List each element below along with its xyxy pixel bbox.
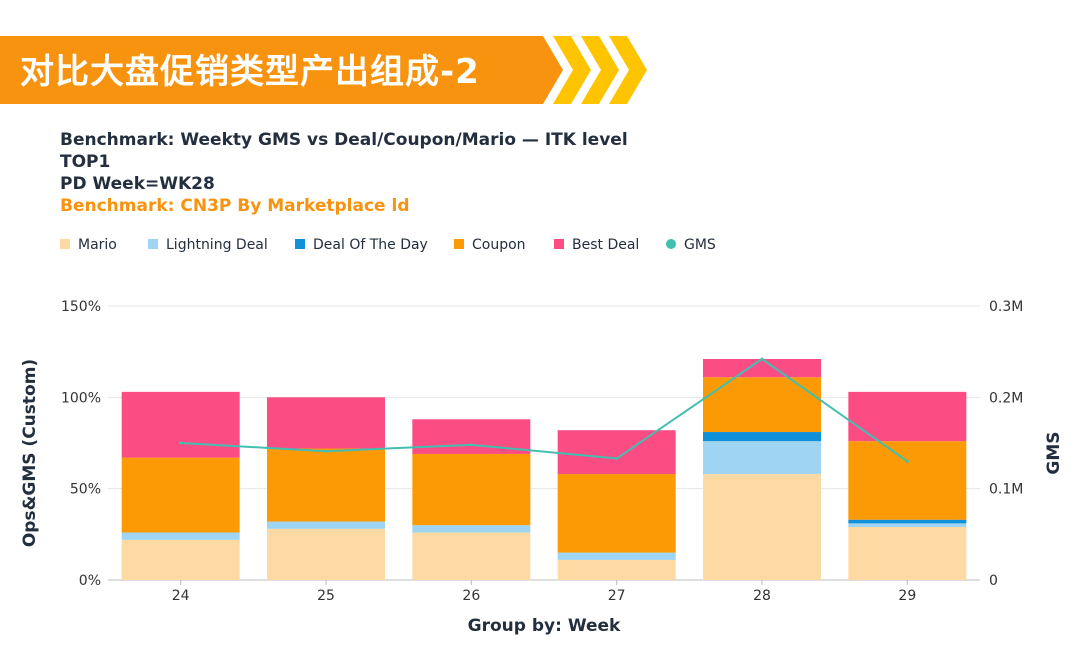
bar-best-deal-wk29 (848, 391, 967, 442)
bar-mario-wk26 (412, 532, 531, 580)
bar-best-deal-wk25 (267, 397, 385, 449)
legend-swatch-gms (666, 239, 676, 249)
y-tick-label: 150% (61, 299, 101, 315)
legend-item-mario[interactable]: Mario (60, 236, 117, 254)
legend-item-gms[interactable]: GMS (666, 236, 716, 254)
bar-coupon-wk29 (848, 441, 967, 520)
bar-coupon-wk24 (121, 457, 240, 533)
page-title: 对比大盘促销类型产出组成-2 (20, 52, 480, 92)
y-tick-label: 0% (79, 573, 101, 589)
chart-title-line-3: PD Week=WK28 (60, 174, 215, 194)
y2-axis-title: GMS (1044, 431, 1064, 474)
legend-label-best-deal: Best Deal (572, 237, 640, 253)
x-tick-label: 26 (462, 588, 480, 604)
banner-chevron-1 (553, 36, 591, 104)
bar-mario-wk27 (557, 559, 676, 580)
x-tick-label: 25 (317, 588, 335, 604)
x-tick-label: 29 (898, 588, 916, 604)
legend-item-deal-of-the-day[interactable]: Deal Of The Day (295, 236, 428, 254)
y2-tick-label: 0.2M (989, 390, 1023, 406)
bar-best-deal-wk24 (121, 391, 240, 458)
bar-coupon-wk27 (557, 474, 676, 553)
legend-swatch-deal-of-the-day (295, 239, 305, 249)
gms-point-wk29 (905, 459, 909, 463)
bar-lightning-deal-wk28 (703, 441, 821, 475)
legend-label-coupon: Coupon (472, 237, 526, 253)
gms-point-wk26 (469, 443, 473, 447)
legend-swatch-mario (60, 239, 70, 249)
benchmark-label: Benchmark: CN3P By Marketplace ld (60, 196, 410, 216)
y2-tick-label: 0.1M (989, 482, 1023, 498)
gms-point-wk28 (760, 357, 764, 361)
gms-point-wk24 (179, 441, 183, 445)
bar-coupon-wk26 (412, 453, 531, 526)
bar-deal-of-the-day-wk29 (848, 519, 967, 524)
x-tick-label: 24 (172, 588, 190, 604)
bar-mario-wk25 (267, 528, 385, 580)
legend-label-gms: GMS (684, 237, 716, 253)
legend-label-deal-of-the-day: Deal Of The Day (313, 237, 428, 253)
bar-best-deal-wk27 (557, 430, 676, 475)
legend-swatch-best-deal (554, 239, 564, 249)
legend-item-coupon[interactable]: Coupon (454, 236, 526, 254)
y2-tick-label: 0.3M (989, 299, 1023, 315)
banner-shape (0, 36, 563, 104)
legend-item-best-deal[interactable]: Best Deal (554, 236, 639, 254)
y-axis-title: Ops&GMS (Custom) (20, 359, 40, 547)
banner-chevron-2 (581, 36, 619, 104)
bar-lightning-deal-wk29 (848, 523, 967, 528)
bar-best-deal-wk28 (703, 358, 821, 378)
x-tick-label: 28 (753, 588, 771, 604)
bar-deal-of-the-day-wk28 (703, 432, 821, 442)
title-banner (0, 36, 647, 104)
x-axis-title: Group by: Week (468, 616, 621, 636)
stacked-bar-chart: 0% 50% 100% 150% 0 0.1M 0.2M 0.3M 24 25 26 27 28 29 Gr… (20, 299, 1064, 636)
bar-coupon-wk28 (703, 377, 821, 433)
bar-lightning-deal-wk27 (557, 552, 676, 560)
y2-tick-label: 0 (989, 573, 998, 589)
chart-title-line-1: Benchmark: Weekty GMS vs Deal/Coupon/Mar… (60, 130, 628, 150)
chart-title-line-2: TOP1 (60, 152, 111, 172)
legend-swatch-coupon (454, 239, 464, 249)
legend-swatch-lightning-deal (148, 239, 158, 249)
banner-chevron-3 (609, 36, 647, 104)
bar-mario-wk29 (848, 527, 967, 580)
legend-label-lightning-deal: Lightning Deal (166, 237, 268, 253)
legend-item-lightning-deal[interactable]: Lightning Deal (148, 236, 268, 254)
y-tick-label: 100% (61, 390, 101, 406)
x-tick-label: 27 (608, 588, 626, 604)
bar-mario-wk28 (703, 474, 821, 580)
legend-label-mario: Mario (78, 237, 117, 253)
bar-lightning-deal-wk25 (267, 521, 385, 529)
gms-line (180, 357, 908, 463)
y-tick-label: 50% (70, 482, 101, 498)
gms-point-wk27 (615, 457, 619, 461)
bar-coupon-wk25 (267, 448, 385, 522)
bar-lightning-deal-wk26 (412, 525, 531, 533)
bar-lightning-deal-wk24 (121, 532, 240, 540)
gms-point-wk25 (324, 449, 328, 453)
bar-mario-wk24 (121, 539, 240, 580)
